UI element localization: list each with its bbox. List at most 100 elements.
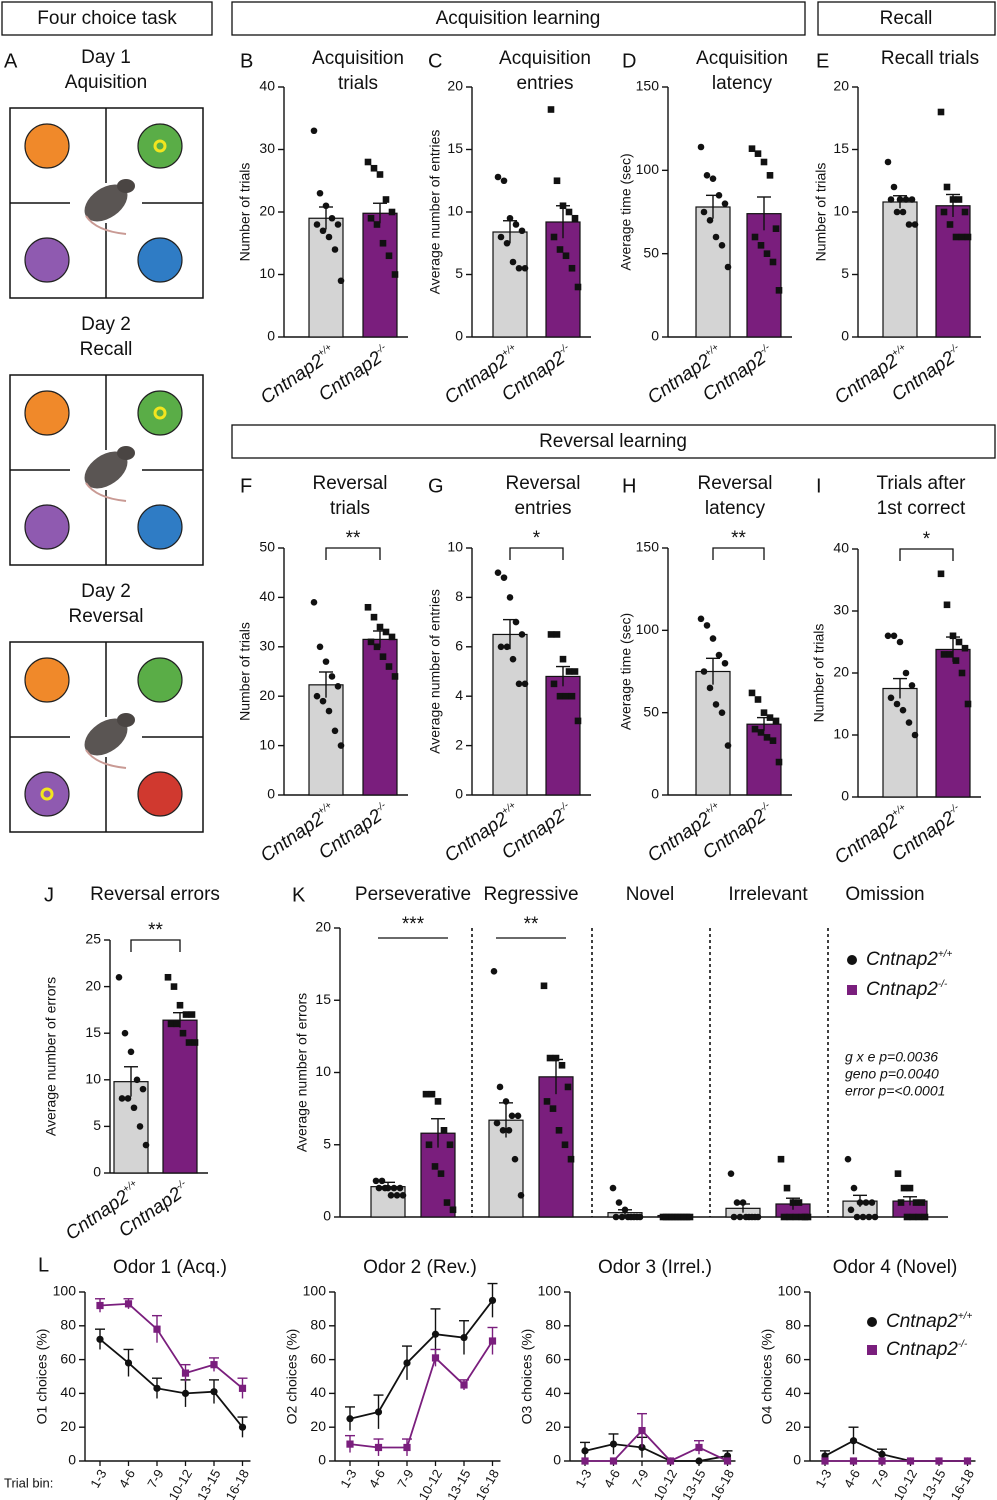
stats-annotation: geno p=0.0040 — [845, 1066, 939, 1082]
y-axis-label: Number of trials — [237, 622, 253, 721]
y-tick-label: 20 — [785, 1418, 801, 1434]
data-point — [723, 1457, 732, 1465]
data-point — [884, 632, 892, 640]
y-tick-label: 40 — [60, 1384, 76, 1400]
data-point — [565, 668, 573, 675]
y-tick-label: 0 — [267, 328, 275, 344]
data-point — [715, 192, 723, 199]
data-point — [553, 631, 561, 638]
data-point — [503, 643, 511, 651]
y-tick-label: 100 — [778, 1283, 802, 1299]
data-point — [493, 1119, 501, 1127]
data-point — [124, 1359, 133, 1367]
data-point — [153, 1325, 161, 1333]
header: Acquisition learning — [436, 8, 601, 29]
data-point — [328, 214, 336, 222]
data-point — [118, 1095, 126, 1102]
x-tick-label: 10-12 — [890, 1467, 920, 1500]
data-point — [937, 108, 945, 116]
x-tick-label: 10-12 — [650, 1467, 680, 1500]
data-point — [847, 955, 857, 965]
y-tick-label: 60 — [785, 1350, 801, 1366]
data-point — [385, 663, 393, 670]
data-point — [191, 1039, 199, 1046]
data-point — [739, 1199, 747, 1206]
data-point — [373, 221, 381, 228]
data-point — [559, 202, 567, 210]
y-tick-label: 60 — [310, 1350, 326, 1366]
data-point — [955, 196, 963, 203]
x-tick-label: 7-9 — [394, 1467, 416, 1491]
gene-name: Cntnap2 — [441, 350, 512, 409]
data-point — [915, 1213, 923, 1221]
data-point — [668, 1213, 676, 1221]
y-tick-label: 80 — [785, 1317, 801, 1333]
category-label: Irrelevant — [728, 884, 808, 905]
data-point — [609, 1184, 617, 1192]
y-tick-label: 10 — [833, 726, 849, 742]
data-point — [706, 217, 714, 224]
genotype-label: Cntnap2-/- — [866, 979, 948, 1000]
y-tick-label: 10 — [447, 539, 463, 555]
mouse-body — [84, 451, 128, 489]
data-point — [391, 271, 399, 278]
series-line — [99, 1302, 244, 1390]
data-point — [446, 1141, 454, 1149]
data-point — [952, 233, 960, 241]
data-point — [571, 668, 579, 675]
data-point — [388, 633, 396, 641]
data-point — [906, 1457, 915, 1465]
data-point — [170, 983, 178, 990]
significance-label: * — [923, 529, 931, 550]
data-point — [630, 1213, 638, 1221]
data-point — [511, 1155, 519, 1163]
y-tick-label: 5 — [323, 1135, 331, 1151]
data-point — [133, 1076, 141, 1084]
data-point — [697, 615, 705, 623]
data-point — [850, 1184, 858, 1192]
data-point — [346, 1440, 354, 1448]
bar — [746, 213, 782, 338]
mouse-head — [117, 713, 135, 727]
data-point — [748, 689, 756, 697]
data-point — [238, 1384, 247, 1392]
data-point — [775, 758, 783, 766]
y-tick-label: 0 — [651, 786, 659, 802]
chart-title: Odor 2 (Rev.) — [363, 1257, 477, 1278]
data-point — [565, 208, 573, 216]
y-axis-label: Average time (sec) — [618, 613, 634, 730]
y-tick-label: 0 — [318, 1452, 326, 1468]
data-point — [612, 1213, 620, 1221]
data-point — [440, 1127, 448, 1134]
y-tick-label: 20 — [545, 1418, 561, 1434]
data-point — [772, 717, 780, 725]
data-point — [946, 651, 954, 658]
data-point — [153, 1384, 161, 1392]
data-point — [376, 623, 384, 631]
data-point — [518, 631, 526, 638]
data-point — [748, 145, 756, 152]
y-tick-label: 10 — [315, 1063, 331, 1079]
significance-bracket — [712, 547, 765, 560]
data-point — [425, 1141, 433, 1149]
data-point — [488, 1296, 497, 1305]
data-point — [712, 701, 720, 708]
series-line — [585, 1429, 728, 1463]
data-point — [556, 692, 564, 700]
data-point — [911, 731, 919, 739]
chart-title: latency — [712, 73, 773, 94]
data-point — [506, 214, 514, 222]
y-axis-label: Average number of entries — [427, 589, 443, 754]
data-point — [666, 1457, 675, 1465]
x-tick-label: 4-6 — [366, 1467, 388, 1491]
data-point — [562, 252, 570, 260]
x-tick-label: 13-15 — [444, 1467, 474, 1500]
data-point — [562, 692, 570, 700]
data-point — [382, 628, 390, 636]
data-point — [521, 264, 529, 272]
x-axis-label: Trial bin: — [4, 1475, 53, 1490]
y-tick-label: 150 — [636, 78, 660, 94]
data-point — [856, 1199, 864, 1206]
data-point — [890, 632, 898, 640]
